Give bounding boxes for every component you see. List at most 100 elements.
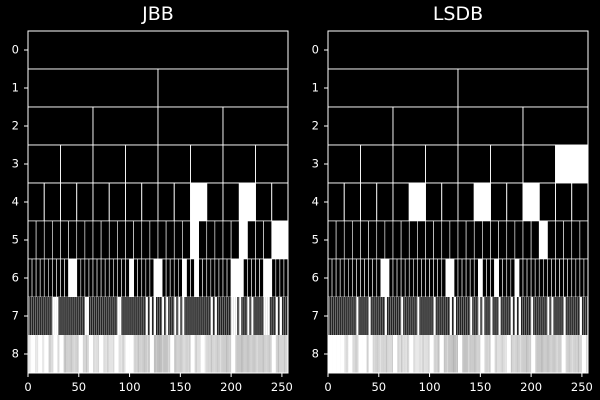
cell-dark — [161, 258, 167, 298]
cell-dark — [518, 258, 524, 298]
level-8-bin — [385, 335, 388, 373]
cell-dark — [157, 144, 191, 184]
cell-dark — [502, 258, 508, 298]
cell-lit — [238, 258, 244, 298]
cell-dark — [31, 258, 37, 298]
level-8-bin — [455, 335, 458, 373]
level-8-bin — [346, 335, 348, 373]
level-8-bin — [259, 335, 261, 373]
cell-lit — [356, 297, 359, 335]
cell-dark — [555, 258, 560, 298]
level-8-bin — [571, 335, 573, 373]
cell-lit — [182, 297, 185, 335]
cell-dark — [469, 258, 475, 298]
cell-dark — [92, 144, 126, 184]
cell-lit — [200, 335, 205, 373]
cell-lit — [514, 297, 517, 335]
cell-dark — [335, 220, 345, 260]
level-8-bin — [49, 335, 51, 373]
level-8-bin — [226, 335, 228, 373]
cell-dark — [404, 258, 410, 298]
cell-dark — [121, 258, 126, 298]
level-8-bin — [471, 335, 473, 373]
cell-dark — [563, 220, 573, 260]
cell-dark — [56, 258, 61, 298]
cell-dark — [563, 258, 568, 298]
cell-dark — [133, 220, 143, 260]
cell-lit — [230, 258, 236, 298]
level-8-bin — [253, 335, 255, 373]
cell-lit — [279, 297, 282, 335]
level-8-bin — [449, 335, 452, 373]
cell-dark — [498, 258, 503, 298]
cell-dark — [429, 258, 434, 298]
cell-lit — [68, 258, 73, 298]
cell-dark — [125, 220, 134, 260]
y-tick-label: 8 — [12, 347, 19, 361]
cell-dark — [433, 258, 438, 298]
cell-dark — [352, 258, 357, 298]
cell-dark — [27, 182, 45, 222]
cell-dark — [461, 258, 467, 298]
cell-dark — [108, 182, 126, 222]
cell-dark — [206, 182, 224, 222]
x-tick-label: 50 — [71, 380, 86, 394]
cell-lit — [453, 297, 456, 335]
cell-dark — [157, 220, 167, 260]
cell-lit — [214, 297, 217, 335]
y-tick-label: 7 — [12, 309, 19, 323]
cell-dark — [530, 220, 540, 260]
cell-dark — [52, 258, 57, 298]
cell-dark — [400, 258, 406, 298]
cell-lit — [238, 182, 256, 222]
cell-lit — [384, 258, 390, 298]
cell-dark — [165, 220, 175, 260]
cell-lit — [538, 220, 548, 260]
cell-dark — [222, 144, 256, 184]
cell-lit — [393, 335, 398, 373]
level-8-bin — [580, 335, 583, 373]
cell-dark — [263, 220, 273, 260]
cell-lit — [235, 297, 238, 335]
cell-lit — [178, 297, 181, 335]
cell-dark — [327, 68, 459, 108]
cell-dark — [117, 220, 126, 260]
level-8-bin — [119, 335, 121, 373]
cell-lit — [522, 182, 540, 222]
level-row-6 — [327, 258, 589, 298]
cell-dark — [534, 258, 540, 298]
cell-lit — [234, 258, 240, 298]
cell-lit — [531, 335, 536, 373]
cell-dark — [433, 220, 443, 260]
x-tick-label: 150 — [469, 380, 491, 394]
level-8-bin — [577, 335, 580, 373]
cell-lit — [267, 297, 270, 335]
level-8-bin — [104, 335, 106, 373]
cell-dark — [247, 258, 252, 298]
cell-dark — [384, 220, 394, 260]
level-8-bin — [277, 335, 280, 373]
cell-lit — [401, 297, 404, 335]
cell-dark — [43, 258, 49, 298]
cell-dark — [259, 258, 264, 298]
cell-dark — [48, 258, 53, 298]
level-8-bin — [477, 335, 479, 373]
cell-dark — [465, 258, 471, 298]
cell-dark — [271, 182, 289, 222]
cell-lit — [86, 297, 89, 335]
cell-dark — [88, 258, 94, 298]
level-8-bin — [443, 335, 445, 373]
cell-lit — [210, 297, 213, 335]
cell-dark — [473, 258, 479, 298]
cell-dark — [331, 258, 337, 298]
cell-dark — [457, 182, 475, 222]
cell-dark — [392, 144, 426, 184]
level-8-bin — [373, 335, 375, 373]
level-8-bin — [388, 335, 391, 373]
cell-dark — [547, 220, 556, 260]
cell-lit — [478, 258, 483, 298]
level-8-bin — [28, 335, 30, 373]
cell-dark — [437, 258, 443, 298]
cell-lit — [561, 335, 566, 373]
